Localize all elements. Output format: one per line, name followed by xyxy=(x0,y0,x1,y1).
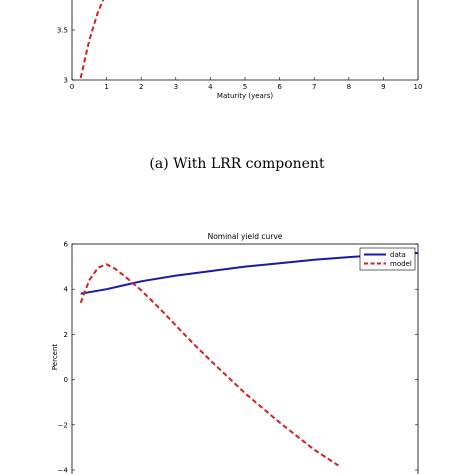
panel-a-series xyxy=(79,0,105,79)
panel-b-y-tick-label: −4 xyxy=(58,467,69,474)
panel-a-y-tick-label: 3 xyxy=(64,77,68,85)
panel-b-y-tick-label: 6 xyxy=(64,241,69,249)
panel-b-y-tick-label: 4 xyxy=(64,286,69,294)
panel-a-y-ticks: 33.5 xyxy=(57,27,75,85)
panel-a-x-tick-label: 4 xyxy=(208,83,213,91)
panel-a-series-model-line xyxy=(79,0,105,79)
panel-a-x-tick-label: 6 xyxy=(277,83,282,91)
panel-a-x-tick-label: 7 xyxy=(312,83,316,91)
legend-label-model: model xyxy=(390,260,412,268)
panel-a-x-tick-label: 9 xyxy=(381,83,385,91)
panel-a-x-tick-label: 8 xyxy=(347,83,351,91)
panel-a-x-tick-label: 3 xyxy=(174,83,178,91)
panel-b-series xyxy=(79,252,419,467)
panel-a-x-ticks: 0 1 2 3 4 5 6 7 8 9 10 xyxy=(70,77,423,91)
panel-a-x-tick-label: 2 xyxy=(139,83,143,91)
panel-a-y-tick-label: 3.5 xyxy=(57,27,68,35)
legend-label-data: data xyxy=(390,251,406,259)
panel-b-title: Nominal yield curve xyxy=(208,232,283,241)
panel-a-caption: (a) With LRR component xyxy=(149,156,325,172)
panel-a-x-tick-label: 10 xyxy=(414,83,423,91)
panel-b-y-axis-label: Percent xyxy=(51,344,59,371)
panel-a-x-tick-label: 1 xyxy=(104,83,108,91)
panel-b-y-ticks: 6 4 2 0 −2 −4 xyxy=(58,241,418,474)
panel-b-series-model-line xyxy=(79,263,339,467)
panel-b-y-tick-label: 0 xyxy=(64,376,68,384)
panel-a-x-tick-label: 0 xyxy=(70,83,74,91)
panel-a-x-tick-label: 5 xyxy=(243,83,247,91)
panel-b-frame xyxy=(71,243,419,474)
panel-b-plot: Nominal yield curve Percent 6 4 2 0 −2 −4 dat… xyxy=(51,232,419,474)
panel-b-y-tick-label: 2 xyxy=(64,331,68,339)
panel-a-x-axis-label: Maturity (years) xyxy=(217,92,273,100)
panel-b-y-tick-label: −2 xyxy=(58,421,68,429)
panel-a-plot: 0 1 2 3 4 5 6 7 8 9 10 33.5 Maturity (years) xyxy=(57,0,423,100)
